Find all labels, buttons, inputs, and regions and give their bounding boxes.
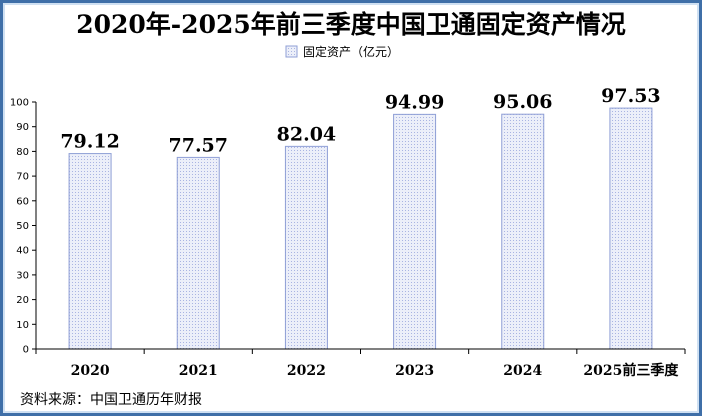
- bar-value-label: 95.06: [493, 91, 553, 113]
- bar-value-label: 97.53: [601, 85, 661, 107]
- x-tick-label: 2021: [179, 363, 218, 379]
- y-tick-label: 20: [16, 295, 29, 306]
- bar: [501, 113, 545, 350]
- y-tick-label: 0: [23, 345, 29, 356]
- bar: [393, 113, 437, 350]
- y-tick-label: 70: [16, 172, 29, 183]
- legend-label: 固定资产（亿元）: [303, 44, 399, 59]
- bar-value-label: 82.04: [277, 123, 337, 145]
- x-axis: 2020 2021 2022 2023 2024 2025前三季度: [35, 348, 686, 379]
- bar: [609, 107, 653, 350]
- x-tick-label: 2020: [71, 363, 110, 379]
- y-axis: 0 10 20 30 40 50 60 70 80 90 100: [10, 98, 37, 356]
- y-tick-label: 80: [16, 147, 29, 158]
- y-tick-label: 50: [16, 221, 29, 232]
- bar-value-label: 79.12: [60, 131, 120, 153]
- x-tick-label: 2022: [287, 363, 326, 379]
- x-tick-label: 2023: [395, 363, 434, 379]
- bar: [176, 156, 220, 350]
- y-tick-label: 30: [16, 270, 29, 281]
- source-note: 资料来源：中国卫通历年财报: [20, 392, 202, 408]
- y-tick-label: 60: [16, 196, 29, 207]
- bars: 79.12 77.57 82.04 94.99 95.06 97.53: [60, 85, 661, 350]
- x-tick-label: 2024: [503, 363, 542, 379]
- x-tick-label: 2025前三季度: [583, 362, 679, 379]
- bar-value-label: 77.57: [169, 134, 229, 156]
- bar: [68, 153, 112, 350]
- legend-swatch: [285, 45, 298, 58]
- chart-title: 2020年-2025年前三季度中国卫通固定资产情况: [76, 10, 626, 39]
- y-tick-label: 10: [16, 320, 29, 331]
- y-tick-label: 90: [16, 122, 29, 133]
- y-tick-label: 40: [16, 246, 29, 257]
- legend: 固定资产（亿元）: [285, 44, 399, 59]
- y-tick-label: 100: [10, 98, 29, 109]
- bar: [284, 145, 328, 350]
- bar-value-label: 94.99: [385, 91, 445, 113]
